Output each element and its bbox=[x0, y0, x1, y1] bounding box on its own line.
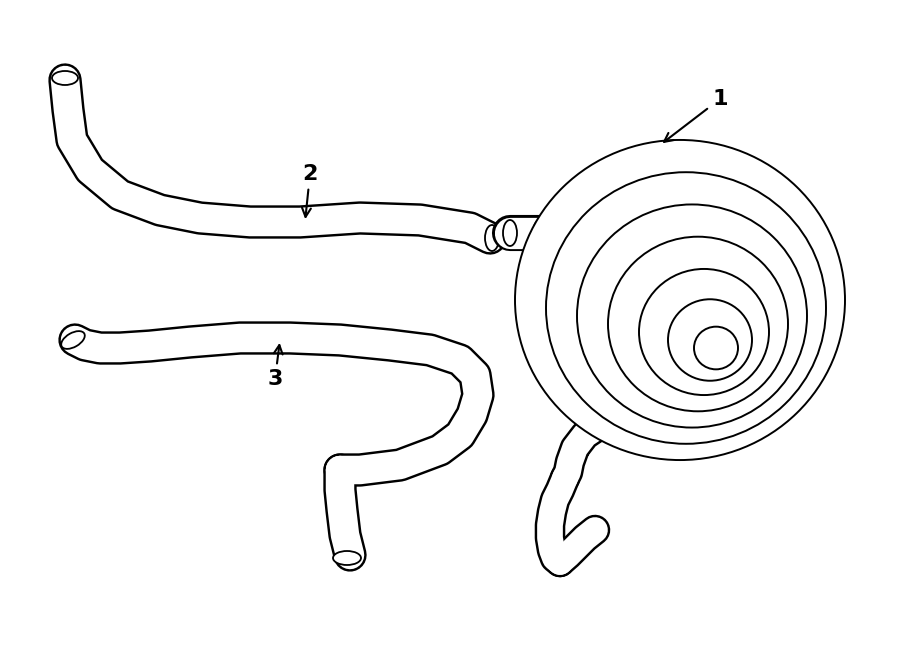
Text: 3: 3 bbox=[267, 345, 283, 389]
Text: 1: 1 bbox=[664, 89, 728, 142]
Ellipse shape bbox=[608, 237, 788, 411]
Ellipse shape bbox=[668, 299, 752, 381]
Ellipse shape bbox=[694, 327, 738, 369]
Ellipse shape bbox=[52, 71, 78, 85]
Ellipse shape bbox=[577, 204, 807, 428]
Ellipse shape bbox=[639, 269, 769, 395]
Ellipse shape bbox=[533, 220, 547, 246]
Ellipse shape bbox=[61, 331, 85, 349]
Ellipse shape bbox=[333, 551, 361, 565]
Text: 2: 2 bbox=[302, 164, 318, 217]
Ellipse shape bbox=[546, 173, 826, 444]
Ellipse shape bbox=[515, 140, 845, 460]
Ellipse shape bbox=[503, 220, 517, 246]
Ellipse shape bbox=[485, 225, 499, 251]
